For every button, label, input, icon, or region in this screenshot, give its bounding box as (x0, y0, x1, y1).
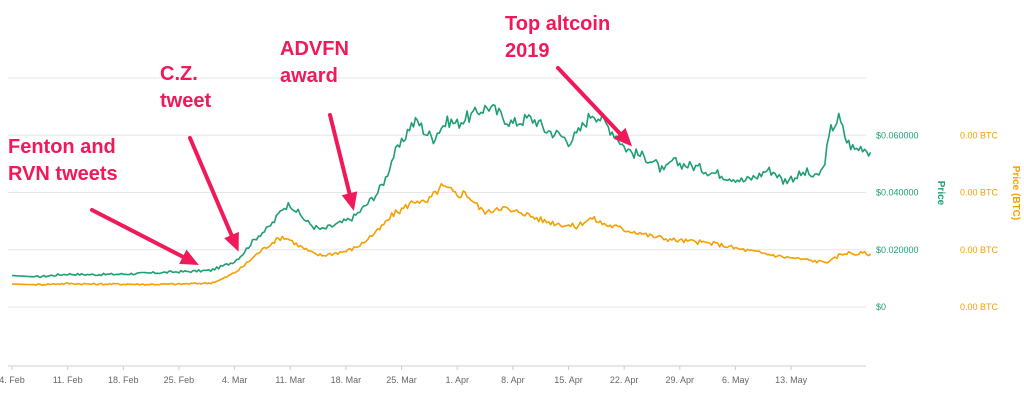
annotation-advfn-text: award (280, 65, 338, 87)
x-tick-label: 15. Apr (554, 375, 583, 385)
annotation-advfn-arrow-shaft (328, 113, 352, 196)
x-tick-label: 22. Apr (610, 375, 639, 385)
y-left-tick-label: $0.040000 (876, 188, 919, 198)
annotation-cz-text: C.Z. (160, 63, 198, 85)
y-right-tick-label: 0.00 BTC (960, 130, 999, 140)
annotation-fenton-arrow-head (179, 249, 199, 266)
annotation-fenton-arrow-shaft (90, 208, 185, 259)
x-tick-label: 18. Mar (331, 375, 362, 385)
y-left-tick-label: $0.020000 (876, 245, 919, 255)
annotation-advfn-arrow-head (341, 191, 358, 211)
y-right-tick-label: 0.00 BTC (960, 302, 999, 312)
x-tick-label: 11. Feb (53, 375, 83, 385)
annotation-top-altcoin-text: Top altcoin (505, 13, 610, 35)
x-tick-label: 13. May (775, 375, 808, 385)
x-tick-label: 6. May (722, 375, 750, 385)
annotation-fenton-text: RVN tweets (8, 163, 118, 185)
x-tick-label: 29. Apr (666, 375, 695, 385)
annotation-top-altcoin-arrow-head (613, 127, 633, 147)
x-tick-label: 25. Feb (164, 375, 195, 385)
annotation-cz-text: tweet (160, 90, 211, 112)
x-tick-label: 4. Feb (0, 375, 25, 385)
annotation-top-altcoin-arrow-shaft (556, 66, 622, 136)
annotation-cz-arrow-head (224, 231, 239, 252)
x-tick-label: 1. Apr (445, 375, 469, 385)
x-tick-label: 4. Mar (222, 375, 248, 385)
annotation-cz-arrow-shaft (188, 136, 234, 238)
y-left-tick-label: $0.060000 (876, 130, 919, 140)
x-tick-label: 18. Feb (108, 375, 139, 385)
y-left-tick-label: $0 (876, 302, 886, 312)
annotation-top-altcoin-text: 2019 (505, 40, 550, 62)
annotation-fenton-text: Fenton and (8, 136, 116, 158)
y-right-tick-label: 0.00 BTC (960, 188, 999, 198)
y-right-tick-label: 0.00 BTC (960, 245, 999, 255)
series-line-price (11, 104, 872, 279)
x-tick-label: 8. Apr (501, 375, 525, 385)
x-tick-label: 25. Mar (386, 375, 417, 385)
annotation-advfn-text: ADVFN (280, 38, 349, 60)
y-left-axis-title: Price (935, 181, 946, 206)
x-tick-label: 11. Mar (275, 375, 305, 385)
y-right-axis-title: Price (BTC) (1010, 166, 1021, 220)
series-line-price-btc (12, 182, 872, 287)
